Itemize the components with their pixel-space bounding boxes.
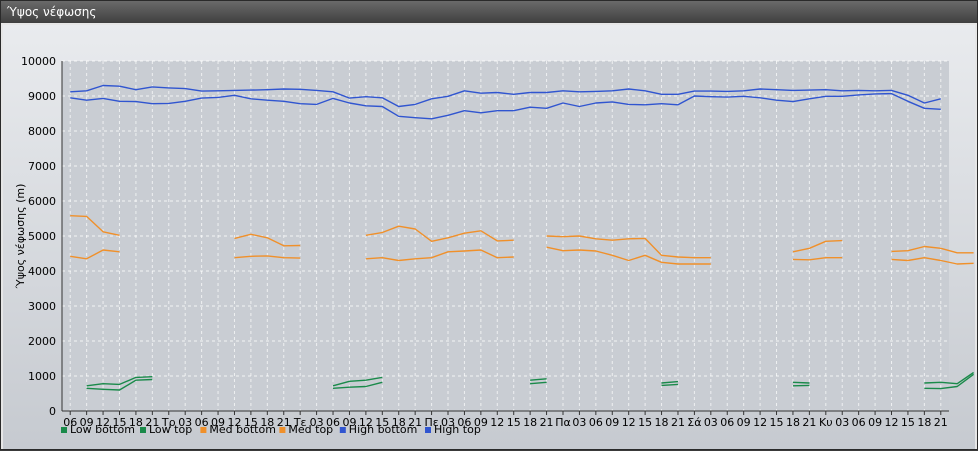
x-tick-label: 09: [737, 416, 751, 429]
y-axis-label: Ύψος νέφωσης (m): [14, 184, 27, 290]
legend-label: Med top: [288, 423, 333, 436]
x-tick-label: Σά: [687, 416, 701, 429]
x-tick-label: 06: [589, 416, 603, 429]
x-tick-label: 09: [605, 416, 619, 429]
legend-swatch: [279, 427, 285, 433]
legend-swatch: [425, 427, 431, 433]
series-line-low-top: [793, 382, 809, 383]
series-line-low-bottom: [662, 384, 679, 385]
x-tick-label: 21: [671, 416, 685, 429]
x-tick-label: Κυ: [819, 416, 833, 429]
x-tick-label: 15: [901, 416, 915, 429]
legend-swatch: [200, 427, 206, 433]
x-tick-label: 12: [753, 416, 767, 429]
y-tick-label: 6000: [28, 195, 56, 208]
y-tick-label: 10000: [21, 55, 56, 68]
y-tick-label: 4000: [28, 265, 56, 278]
x-tick-label: 21: [802, 416, 816, 429]
x-tick-label: 03: [835, 416, 849, 429]
x-tick-label: 15: [770, 416, 784, 429]
x-tick-label: 15: [638, 416, 652, 429]
x-tick-label: 09: [868, 416, 882, 429]
legend-label: High bottom: [349, 423, 418, 436]
x-tick-label: 06: [720, 416, 734, 429]
legend-swatch: [340, 427, 346, 433]
y-tick-label: 9000: [28, 90, 56, 103]
legend-label: Low bottom: [70, 423, 135, 436]
x-tick-label: 12: [622, 416, 636, 429]
x-tick-label: 18: [655, 416, 669, 429]
x-tick-label: Πα: [555, 416, 571, 429]
x-tick-label: 12: [885, 416, 899, 429]
x-tick-label: 06: [852, 416, 866, 429]
y-tick-label: 1000: [28, 370, 56, 383]
y-tick-label: 0: [49, 405, 56, 418]
y-tick-label: 7000: [28, 160, 56, 173]
x-tick-label: 03: [572, 416, 586, 429]
x-tick-label: 12: [490, 416, 504, 429]
legend-label: High top: [434, 423, 481, 436]
y-tick-label: 5000: [28, 230, 56, 243]
legend-swatch: [61, 427, 67, 433]
x-tick-label: 18: [917, 416, 931, 429]
legend-label: Low top: [149, 423, 192, 436]
legend-swatch: [140, 427, 146, 433]
x-tick-label: 21: [540, 416, 554, 429]
x-tick-label: 03: [704, 416, 718, 429]
x-tick-label: 18: [786, 416, 800, 429]
y-tick-label: 3000: [28, 300, 56, 313]
legend-label: Med bottom: [209, 423, 276, 436]
x-tick-label: 18: [523, 416, 537, 429]
y-tick-label: 8000: [28, 125, 56, 138]
y-tick-label: 2000: [28, 335, 56, 348]
x-tick-label: 21: [934, 416, 948, 429]
x-tick-label: 15: [507, 416, 521, 429]
